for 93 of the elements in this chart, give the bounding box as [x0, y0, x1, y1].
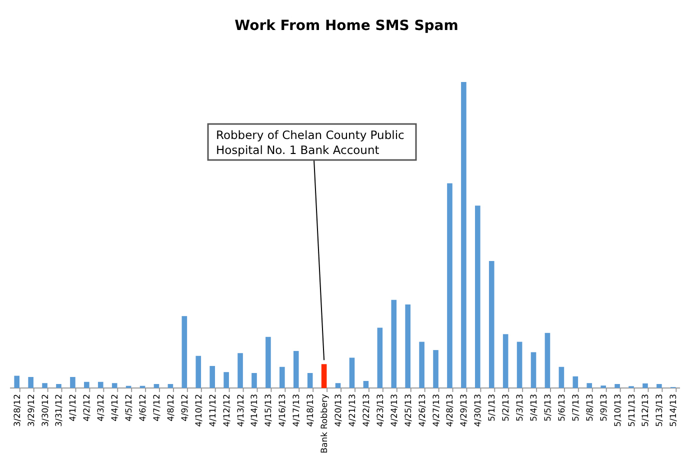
x-tick-label: 3/28/12	[12, 394, 23, 427]
x-tick-label: 4/5/12	[124, 394, 135, 422]
x-tick-label: 5/3/13	[516, 394, 526, 422]
bar	[335, 383, 341, 388]
bar	[544, 332, 550, 388]
bar	[516, 342, 522, 388]
x-tick-label: Bank Robbery	[320, 394, 330, 454]
x-tick-label: 3/31/12	[54, 394, 65, 427]
x-tick-label: 4/15/13	[264, 394, 274, 427]
x-tick-label: 4/28/13	[446, 394, 456, 427]
x-tick-label: 4/21/13	[348, 394, 358, 427]
x-tick-label: 4/1/12	[68, 394, 79, 422]
bar	[656, 384, 662, 388]
bar	[461, 82, 466, 388]
bar	[488, 261, 494, 388]
x-tick-label: 3/29/12	[26, 394, 37, 427]
bar	[502, 334, 508, 388]
x-tick-label: 4/16/13	[278, 394, 288, 427]
x-tick-label: 5/11/13	[627, 394, 638, 427]
x-tick-label: 4/11/12	[208, 394, 218, 427]
x-tick-label: 4/30/13	[474, 394, 484, 427]
x-tick-label: 4/10/12	[194, 394, 204, 427]
x-tick-label: 4/25/13	[404, 394, 414, 427]
x-tick-label: 4/9/12	[180, 394, 190, 422]
x-tick-label: 4/22/13	[362, 394, 372, 427]
bar	[586, 383, 592, 388]
bar	[14, 376, 20, 388]
x-tick-label: 4/12/12	[222, 394, 232, 427]
x-tick-label: 5/8/13	[585, 394, 596, 422]
bar	[419, 342, 424, 388]
bar	[349, 358, 355, 388]
x-tick-label: 3/30/12	[40, 394, 51, 427]
bar	[405, 304, 410, 388]
x-tick-label: 4/8/12	[166, 394, 176, 422]
x-tick-label: 4/18/13	[306, 394, 316, 427]
x-tick-label: 5/14/13	[669, 394, 680, 427]
bar	[363, 380, 369, 388]
x-tick-label: 4/26/13	[418, 394, 428, 427]
bar	[614, 384, 620, 388]
x-tick-label: 4/6/12	[138, 394, 149, 422]
bar	[56, 384, 62, 388]
x-tick-label: 4/7/12	[152, 394, 162, 422]
bar	[70, 376, 76, 388]
bar	[558, 366, 564, 388]
bar	[642, 383, 648, 388]
bar	[280, 366, 285, 388]
x-tick-label: 5/6/13	[557, 394, 568, 422]
x-tick-label: 4/14/13	[250, 394, 260, 427]
bar	[168, 384, 174, 388]
bar	[307, 373, 313, 388]
bar	[530, 352, 536, 388]
bar	[391, 300, 397, 388]
bar	[182, 316, 188, 388]
x-tick-label: 5/9/13	[599, 394, 610, 422]
bar	[266, 336, 271, 388]
x-tick-label: 4/27/13	[432, 394, 442, 427]
bar	[433, 350, 438, 388]
x-tick-label: 4/3/12	[96, 394, 107, 422]
bar	[224, 372, 229, 388]
x-tick-label: 4/13/12	[236, 394, 246, 427]
x-tick-label: 4/17/13	[292, 394, 302, 427]
bar	[210, 366, 215, 388]
x-tick-label: 4/29/13	[460, 394, 470, 427]
bar	[293, 350, 299, 388]
x-tick-label: 4/2/12	[82, 394, 93, 422]
chart-title: Work From Home SMS Spam	[234, 18, 458, 34]
x-tick-label: 4/24/13	[390, 394, 400, 427]
bar	[42, 383, 48, 388]
x-tick-label: 5/13/13	[655, 394, 666, 427]
bar	[28, 376, 34, 388]
x-tick-label: 4/4/12	[110, 394, 121, 422]
x-tick-label: 4/23/13	[376, 394, 386, 427]
bar	[252, 373, 257, 388]
annotation: Robbery of Chelan County Public Hospital No. 1 Bank Account	[216, 128, 404, 157]
bar	[196, 356, 202, 388]
bar	[84, 382, 90, 388]
bar	[377, 328, 383, 388]
x-tick-label: 5/1/13	[488, 394, 498, 422]
x-tick-label: 5/12/13	[641, 394, 652, 427]
bar	[447, 183, 452, 388]
x-tick-label: 5/2/13	[502, 394, 512, 422]
x-tick-label: 4/20/13	[334, 394, 344, 427]
bar	[321, 364, 327, 388]
bar	[475, 206, 480, 388]
x-tick-label: 5/5/13	[543, 394, 554, 422]
bar	[572, 376, 578, 388]
x-tick-label: 5/10/13	[613, 394, 624, 427]
bar	[112, 383, 118, 388]
x-tick-label: 5/7/13	[571, 394, 582, 422]
bar	[238, 353, 243, 388]
bar	[98, 382, 104, 388]
bar	[154, 384, 160, 388]
x-tick-label: 5/4/13	[530, 394, 540, 422]
